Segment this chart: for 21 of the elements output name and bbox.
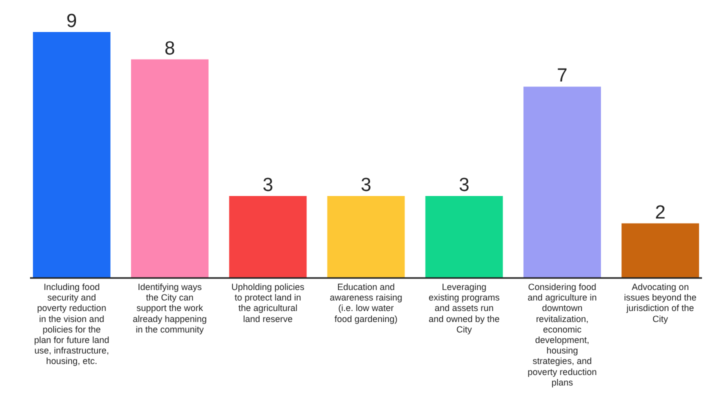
bar bbox=[425, 196, 503, 278]
bar bbox=[229, 196, 307, 278]
category-label: Considering food and agriculture in downtown revitalization, economic development, housing strategies, and poverty reduction plans bbox=[528, 282, 597, 388]
data-label: 8 bbox=[164, 38, 176, 60]
x-tick-label: Including food security and poverty reduction in the vision and policies for the plan for future land use, infrastructure, housing, etc. bbox=[34, 282, 110, 366]
data-label: 7 bbox=[556, 66, 568, 87]
bar bbox=[32, 32, 110, 278]
bar bbox=[523, 86, 601, 278]
data-label: 3 bbox=[458, 175, 470, 196]
x-tick-label: Identifying ways the City can support the work already happening in the community bbox=[132, 282, 207, 334]
bar bbox=[327, 196, 405, 278]
data-label: 3 bbox=[262, 175, 274, 196]
data-label: 2 bbox=[655, 202, 666, 224]
bar bbox=[131, 59, 209, 278]
x-tick-label: Education and awareness raising (i.e. low water food gardening) bbox=[330, 282, 402, 324]
data-label: 9 bbox=[66, 11, 77, 32]
x-tick-label: Upholding policies to protect land in the agricultural land reserve bbox=[231, 282, 305, 324]
x-tick-label: Leveraging existing programs and assets run and owned by the City bbox=[428, 282, 500, 334]
x-tick-label: Advocating on issues beyond the jurisdiction of the City bbox=[624, 282, 697, 324]
data-label: 3 bbox=[360, 175, 372, 196]
bar bbox=[622, 223, 700, 278]
